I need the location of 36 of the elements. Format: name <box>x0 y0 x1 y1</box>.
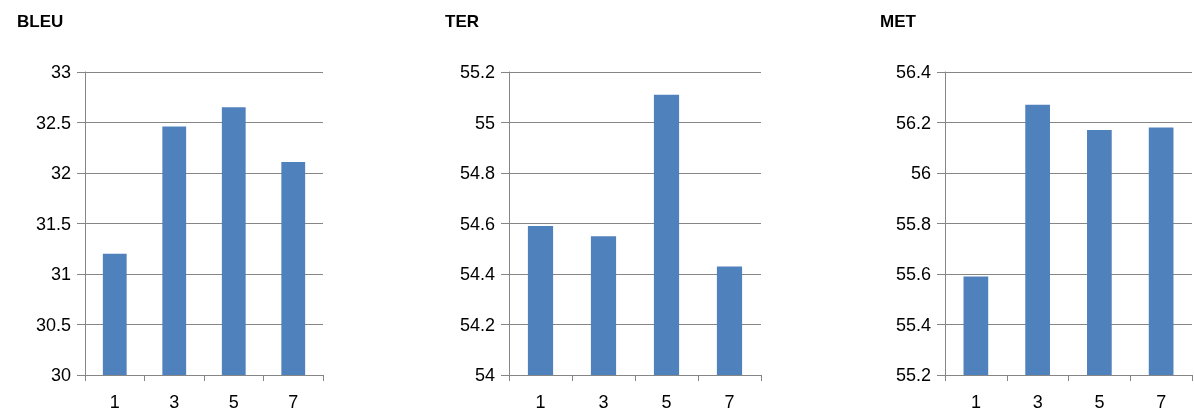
x-tick-label: 7 <box>724 392 735 412</box>
x-tick-label: 1 <box>109 392 120 412</box>
y-tick-label: 32 <box>50 163 71 183</box>
y-tick-label: 55.2 <box>895 365 931 385</box>
y-tick-label: 30.5 <box>35 314 71 335</box>
y-tick-label: 54.4 <box>459 264 495 284</box>
y-tick-label: 33 <box>50 62 71 82</box>
y-tick-label: 56.2 <box>895 112 931 133</box>
chart-title: MET <box>880 12 917 31</box>
y-tick-label: 55.8 <box>895 213 931 234</box>
chart-title: BLEU <box>17 12 64 31</box>
y-tick-label: 54.6 <box>459 213 495 234</box>
chart-title: TER <box>445 12 479 31</box>
x-tick-label: 3 <box>1032 392 1043 412</box>
x-tick-label: 5 <box>661 392 672 412</box>
y-tick-label: 30 <box>50 365 71 385</box>
y-tick-label: 55.4 <box>895 314 931 335</box>
y-tick-label: 56 <box>910 163 931 183</box>
x-tick-label: 3 <box>169 392 180 412</box>
y-tick-label: 55.6 <box>895 264 931 284</box>
y-tick-label: 56.4 <box>895 62 931 82</box>
y-tick-label: 31.5 <box>35 213 71 234</box>
x-tick-label: 5 <box>228 392 239 412</box>
x-tick-label: 3 <box>598 392 609 412</box>
y-tick-label: 55 <box>474 112 495 133</box>
y-tick-label: 54.8 <box>459 163 495 183</box>
x-tick-label: 1 <box>535 392 546 412</box>
y-tick-label: 32.5 <box>35 112 71 133</box>
y-tick-label: 54 <box>474 365 495 385</box>
y-tick-label: 31 <box>50 264 71 284</box>
x-tick-label: 1 <box>970 392 981 412</box>
y-tick-label: 54.2 <box>459 314 495 335</box>
x-tick-label: 7 <box>288 392 299 412</box>
x-tick-label: 5 <box>1094 392 1105 412</box>
x-tick-label: 7 <box>1156 392 1167 412</box>
y-tick-label: 55.2 <box>459 62 495 82</box>
